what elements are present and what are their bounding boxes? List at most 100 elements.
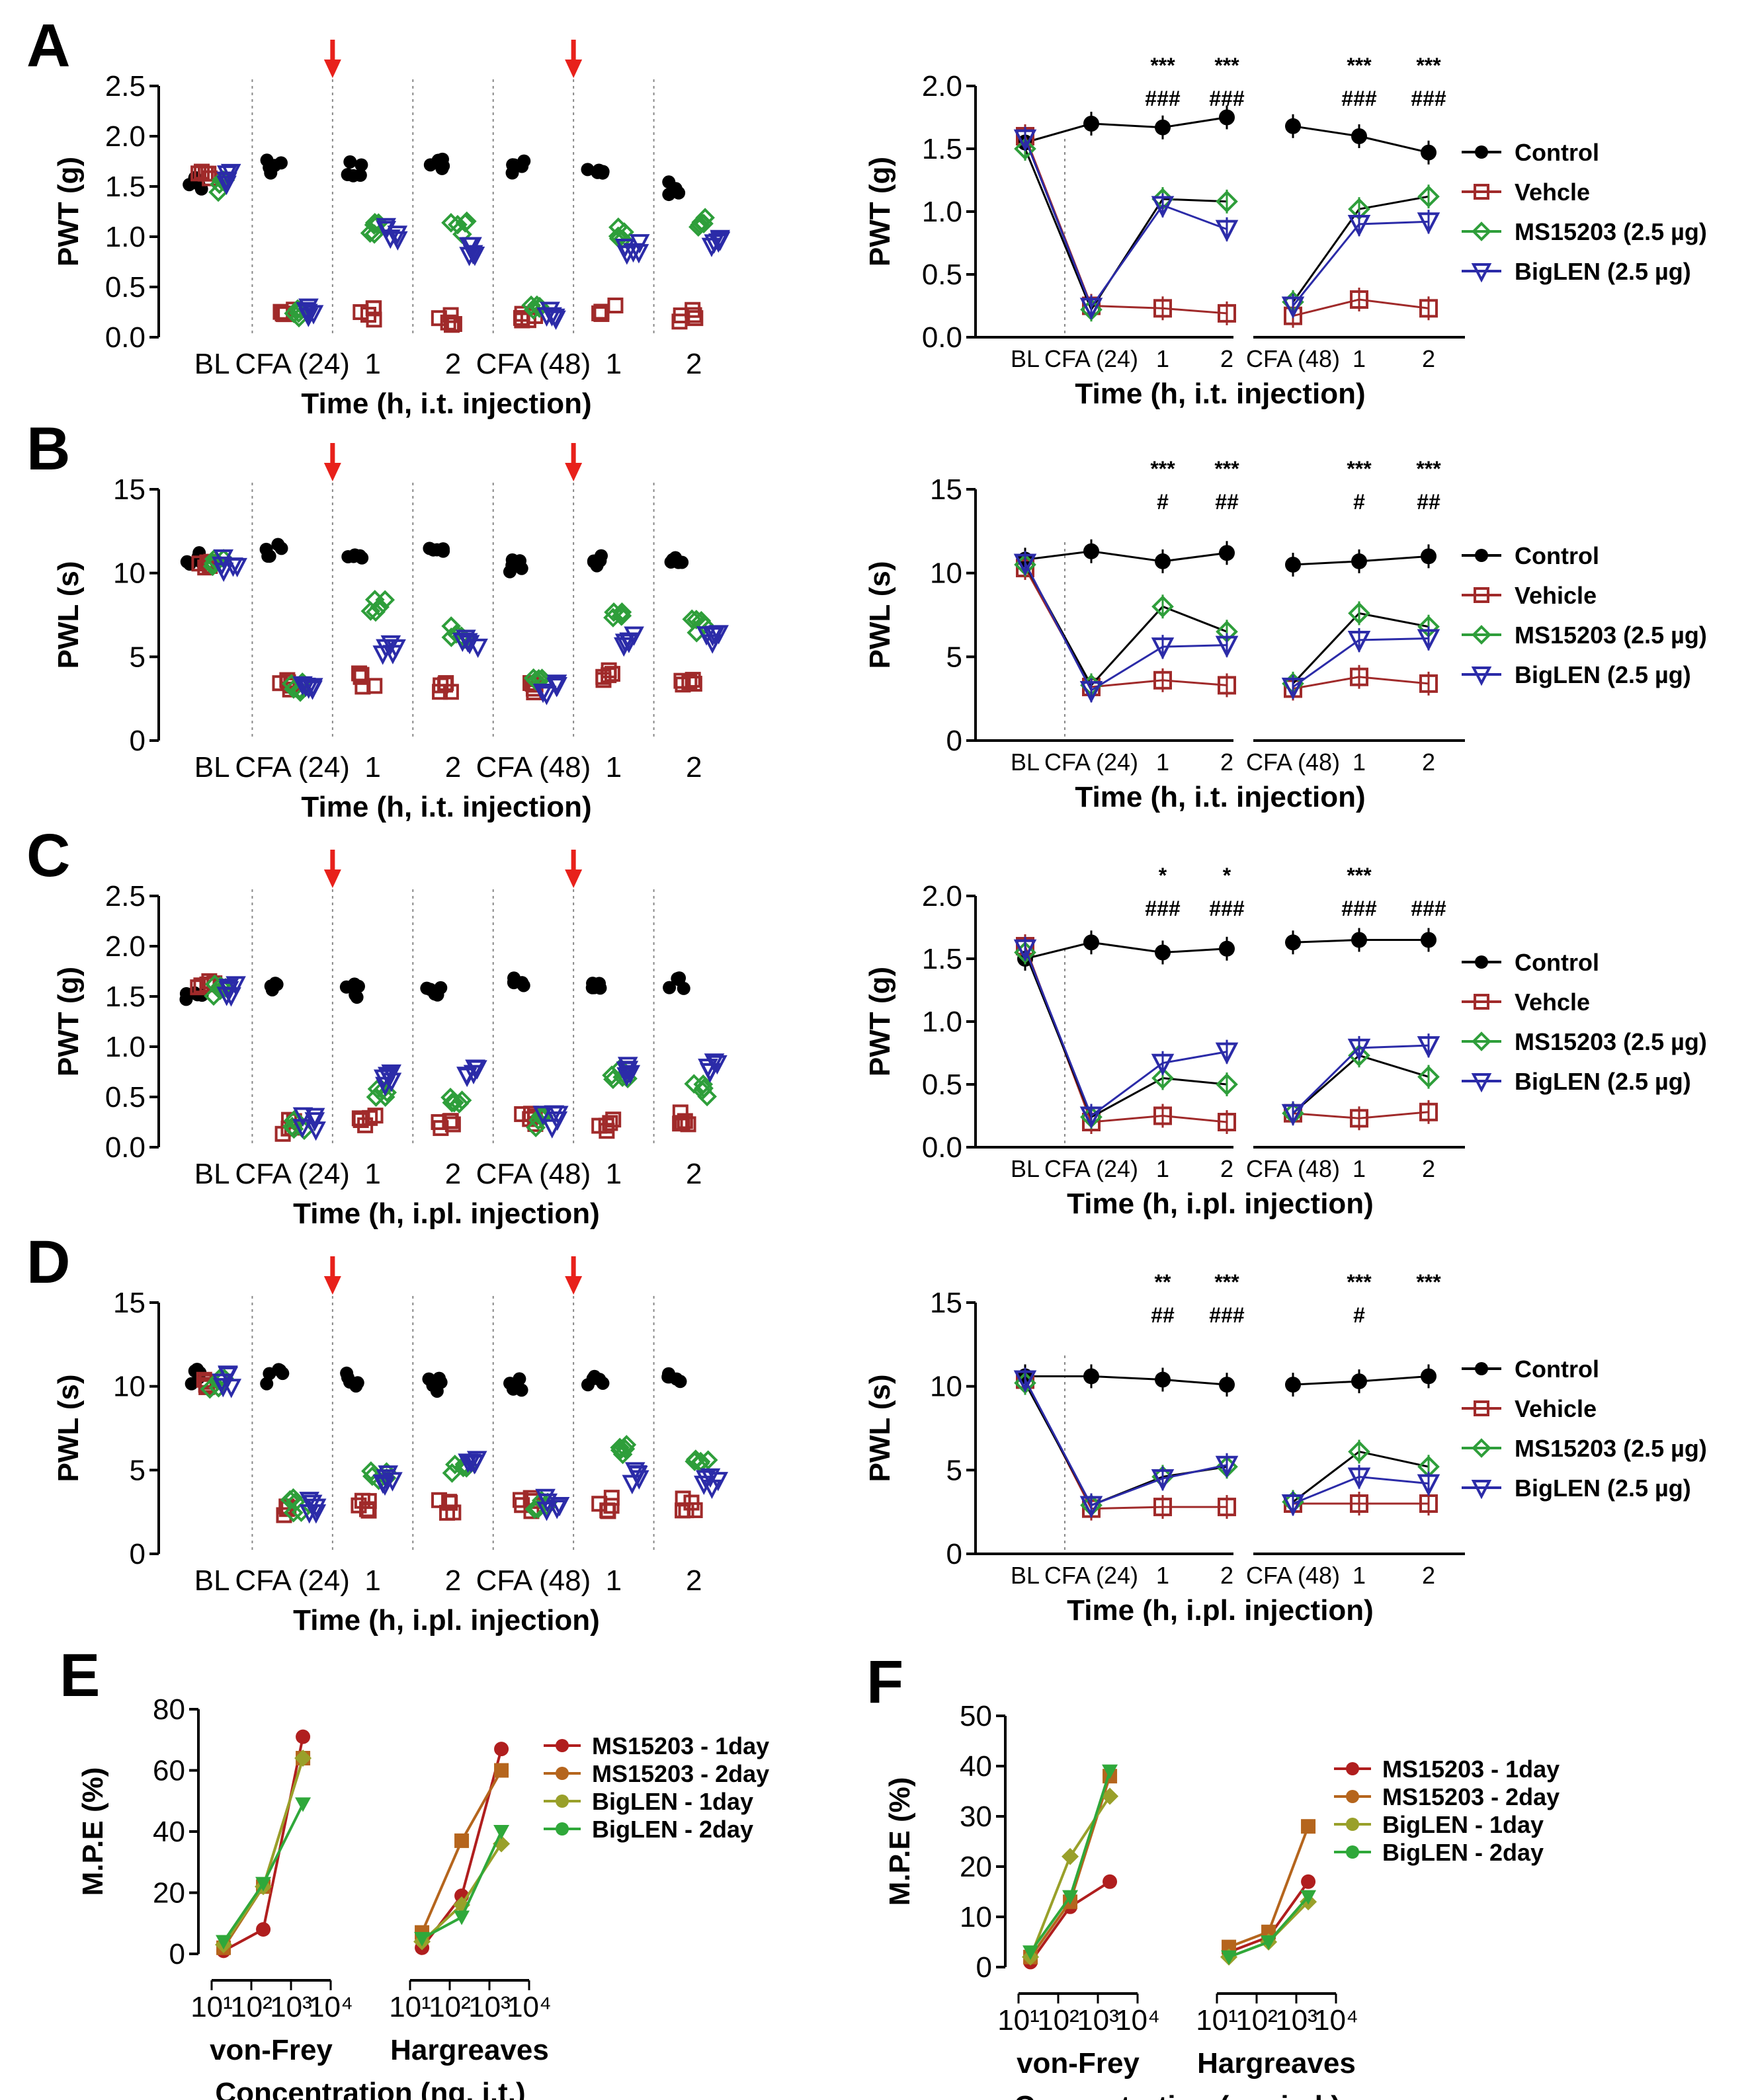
legend-marker	[1471, 666, 1492, 686]
data-point	[462, 245, 483, 264]
data-point	[296, 1729, 311, 1744]
data-point	[414, 1931, 431, 1947]
legend-entry: Control	[1515, 1355, 1599, 1383]
legend-marker	[556, 1822, 569, 1836]
mean-point	[1215, 1042, 1239, 1065]
x-tick-label: 10¹	[190, 1991, 233, 2023]
data-point	[532, 683, 554, 704]
data-point	[623, 243, 644, 263]
data-point	[216, 1935, 232, 1950]
data-point	[591, 305, 608, 321]
data-point	[444, 1092, 464, 1113]
data-point	[601, 662, 617, 678]
y-tick-label: 2.0	[922, 880, 962, 912]
mean-point	[1079, 681, 1103, 704]
panel-label: A	[26, 12, 70, 79]
data-point	[292, 1119, 313, 1139]
legend-marker	[1472, 222, 1491, 241]
x-tick-label: BL	[1011, 345, 1040, 372]
x-tick-label: 10⁴	[308, 1991, 353, 2023]
mean-point	[1285, 118, 1301, 134]
data-point	[340, 1366, 354, 1380]
injection-arrow-icon	[565, 869, 583, 888]
series-line	[1024, 138, 1228, 309]
y-tick-label: 10	[930, 557, 962, 590]
mean-point	[1347, 215, 1371, 237]
x-tick-label: 10²	[230, 1991, 272, 2023]
y-tick-label: 5	[946, 641, 962, 673]
data-point	[547, 1111, 568, 1131]
y-axis-title: PWL (s)	[864, 561, 896, 669]
mean-point	[1421, 1368, 1437, 1385]
data-point	[517, 979, 530, 992]
x-axis-title: Time (h, i.t. injection)	[301, 387, 591, 420]
data-point	[221, 1379, 242, 1398]
data-point	[444, 1116, 461, 1133]
sig-hash: ##	[1215, 490, 1239, 514]
injection-arrow-icon	[323, 463, 341, 481]
data-point	[671, 972, 685, 986]
x-tick-label: 2	[445, 751, 461, 784]
data-point	[549, 1497, 570, 1517]
data-point	[204, 986, 224, 1006]
legend-entry: MS15203 - 2day	[1382, 1783, 1560, 1810]
data-point	[707, 1055, 728, 1075]
data-point	[701, 237, 722, 257]
x-tick-label: 1	[606, 1564, 622, 1597]
data-point	[260, 1377, 274, 1391]
legend-entry: Control	[1515, 542, 1599, 569]
data-point	[506, 1382, 520, 1396]
data-point	[439, 1504, 456, 1521]
x-tick-label: 10²	[1037, 2004, 1079, 2037]
sig-hash: ###	[1145, 897, 1181, 920]
mean-point	[1079, 298, 1103, 320]
y-tick-label: 20	[153, 1877, 185, 1910]
mean-point	[1079, 1106, 1103, 1129]
data-point	[535, 1488, 556, 1509]
y-tick-label: 1.0	[105, 1031, 146, 1063]
legend-marker	[1472, 625, 1491, 645]
data-point	[304, 1108, 325, 1127]
sig-star: ***	[1214, 1270, 1239, 1294]
y-axis-title: PWT (g)	[52, 967, 85, 1076]
data-point	[603, 608, 623, 627]
legend-marker	[1474, 994, 1489, 1010]
legend-entry: BigLEN (2.5 µg)	[1515, 1068, 1691, 1095]
data-point	[704, 1053, 725, 1073]
mean-point	[1351, 932, 1367, 948]
data-point	[442, 307, 459, 323]
data-point	[292, 676, 313, 696]
mean-point	[1421, 144, 1437, 161]
mean-point	[1218, 1113, 1236, 1131]
mean-point	[1218, 303, 1236, 323]
sig-hash: ###	[1341, 87, 1377, 110]
mean-point	[1155, 944, 1171, 961]
data-point	[283, 1502, 304, 1523]
x-tick-label: CFA (48)	[476, 751, 591, 784]
data-point	[687, 1502, 703, 1519]
y-tick-label: 2.0	[922, 70, 962, 102]
y-axis-title: M.P.E (%)	[77, 1767, 109, 1896]
data-point	[530, 1106, 550, 1126]
legend-marker	[1346, 1790, 1359, 1803]
y-tick-label: 10	[113, 1371, 146, 1403]
data-point	[378, 1465, 399, 1485]
legend-entry: MS15203 - 2day	[592, 1760, 769, 1787]
mean-point	[1151, 637, 1175, 660]
x-tick-label: 10⁴	[1115, 2004, 1160, 2037]
data-point	[678, 1502, 694, 1519]
data-point	[536, 686, 557, 706]
data-point	[299, 1492, 319, 1512]
data-point	[217, 165, 237, 185]
y-tick-label: 0	[946, 725, 962, 757]
x-tick-label: BL	[194, 1158, 230, 1190]
sig-hash: ###	[1209, 87, 1245, 110]
legend-entry: MS15203 (2.5 µg)	[1515, 218, 1707, 245]
sig-hash: ###	[1209, 897, 1245, 920]
legend-entry: BigLEN (2.5 µg)	[1515, 258, 1691, 285]
data-point	[423, 158, 437, 172]
sig-star: ***	[1416, 54, 1441, 77]
legend-marker	[1472, 1438, 1491, 1458]
y-tick-label: 20	[960, 1851, 992, 1883]
group-label: Hargreaves	[1197, 2047, 1356, 2080]
